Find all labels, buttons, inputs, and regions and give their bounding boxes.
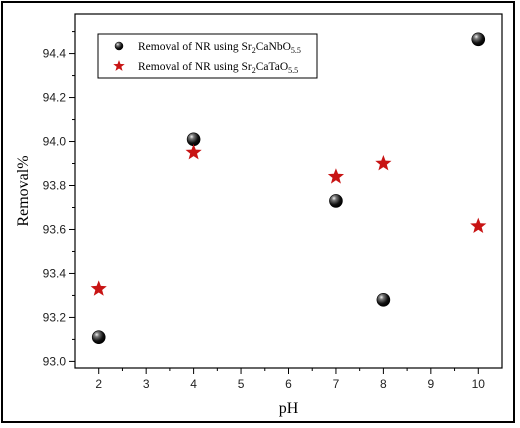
legend-marker-sphere	[114, 41, 124, 51]
data-points	[90, 32, 487, 345]
point-sr2catao-ph-7	[327, 168, 345, 184]
x-tick-label: 6	[285, 377, 292, 391]
y-axis: 93.0 93.2 93.4 93.6 93.8 94.0 94.2 94.4	[43, 31, 75, 368]
point-sr2canbo-ph-4	[186, 132, 201, 147]
point-sr2catao-ph-2	[90, 280, 107, 296]
legend-label-2: Removal of NR using Sr2CaTaO5.5	[138, 61, 298, 75]
point-sr2canbo-ph-2	[91, 330, 106, 345]
x-tick-label: 2	[95, 377, 102, 391]
y-tick-label: 93.8	[43, 179, 67, 193]
y-tick-label: 93.0	[43, 354, 67, 368]
point-sr2catao-ph-4	[185, 144, 202, 160]
legend-box	[97, 33, 318, 79]
point-sr2catao-ph-10	[470, 217, 487, 234]
x-axis-label: pH	[279, 400, 299, 417]
point-sr2canbo-ph-10	[471, 32, 486, 47]
x-tick-label: 8	[380, 377, 387, 391]
x-tick-label: 9	[427, 377, 434, 391]
y-tick-label: 93.4	[43, 266, 67, 280]
x-tick-label: 4	[190, 377, 197, 391]
x-tick-label: 7	[333, 377, 340, 391]
y-tick-label: 93.6	[43, 222, 67, 236]
y-tick-label: 94.0	[43, 135, 67, 149]
x-axis: 2 3 4 5 6 7 8 9 10	[95, 368, 485, 391]
x-tick-label: 5	[238, 377, 245, 391]
legend-label-1: Removal of NR using Sr2CaNbO5.5	[138, 41, 301, 55]
x-tick-label: 3	[143, 377, 150, 391]
legend: Removal of NR using Sr2CaNbO5.5 Removal o…	[97, 33, 318, 79]
y-axis-label: Removal%	[15, 155, 32, 226]
point-sr2canbo-ph-8	[376, 293, 391, 307]
point-sr2catao-ph-8	[375, 155, 392, 171]
y-tick-label: 93.2	[43, 310, 67, 324]
y-tick-label: 94.4	[43, 47, 67, 61]
point-sr2canbo-ph-7	[329, 194, 343, 208]
legend-marker-star	[113, 60, 125, 71]
y-tick-label: 94.2	[43, 91, 67, 105]
x-tick-label: 10	[472, 377, 486, 391]
